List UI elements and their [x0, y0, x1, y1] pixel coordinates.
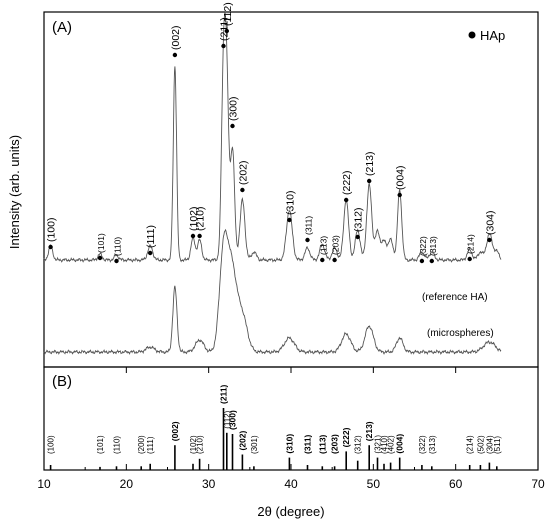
- reference-label-13: (310): [284, 434, 294, 454]
- peak-dot-3: [148, 250, 153, 256]
- peak-label-18: (004): [395, 165, 407, 190]
- peak-label-14: (203): [331, 235, 341, 255]
- reference-label-26: (214): [466, 435, 475, 454]
- peak-dot-1: [97, 255, 103, 261]
- panel-a-frame: [43, 11, 539, 368]
- x-tick-label-0: 10: [37, 477, 51, 491]
- peak-label-5: (102): [188, 206, 200, 231]
- series-label-microspheres: (microspheres): [427, 328, 494, 339]
- peak-label-8: (112): [222, 2, 234, 26]
- peak-label-1: (101): [96, 233, 106, 253]
- reference-label-15: (113): [317, 434, 327, 454]
- reference-label-17: (222): [341, 427, 351, 447]
- panel-a-label: (A): [52, 19, 72, 36]
- peak-dot-10: [240, 187, 245, 193]
- reference-label-1: (101): [96, 435, 105, 454]
- peak-label-21: (214): [466, 234, 476, 254]
- y-axis-label: Intensity (arb. units): [7, 135, 22, 249]
- peak-dot-4: [172, 52, 178, 58]
- x-tick-label-3: 40: [284, 477, 298, 491]
- peak-label-16: (312): [353, 207, 365, 232]
- series-line-reference: [43, 11, 502, 264]
- peak-label-20: (313): [428, 236, 438, 256]
- reference-label-14: (311): [303, 434, 313, 454]
- reference-label-20: (321): [374, 435, 383, 454]
- reference-label-11: (202): [237, 430, 247, 450]
- legend-marker: [468, 31, 476, 39]
- peak-dot-22: [487, 237, 492, 243]
- reference-label-22: (402): [387, 435, 396, 454]
- x-axis-ticks: 10 20 30 40 50 60 70: [37, 367, 545, 491]
- peak-dot-21: [467, 256, 472, 262]
- reference-label-9: (112): [223, 410, 232, 428]
- peak-dot-13: [320, 257, 325, 263]
- reference-label-4: (111): [146, 436, 155, 454]
- peak-dot-12: [305, 237, 310, 243]
- peak-dot-20: [429, 258, 434, 264]
- peak-dot-2: [114, 258, 119, 264]
- peak-label-0: (100): [46, 217, 58, 242]
- reference-bars: (100) (101) (110) (200) (111) (002) (102)(210)…: [47, 384, 502, 470]
- peak-label-2: (110): [113, 237, 123, 256]
- reference-label-29: (511): [493, 436, 502, 454]
- peak-label-19: (322): [418, 236, 428, 256]
- peak-label-13: (113): [318, 236, 328, 255]
- reference-label-25: (313): [428, 435, 437, 454]
- reference-label-23: (004): [395, 434, 405, 454]
- reference-label-18: (312): [354, 435, 363, 454]
- x-tick-label-1: 20: [120, 477, 134, 491]
- x-tick-label-5: 60: [449, 477, 463, 491]
- reference-label-21: (410): [380, 435, 389, 454]
- peak-label-6: (210): [195, 206, 207, 231]
- x-tick-label-2: 30: [202, 477, 216, 491]
- series-label-reference: (reference HA): [422, 292, 488, 303]
- peak-label-7: (211): [219, 17, 231, 41]
- reference-label-7: (210): [196, 435, 205, 454]
- peak-dot-6: [197, 233, 202, 239]
- reference-label-3: (200): [137, 435, 146, 454]
- reference-label-19: (213): [364, 421, 374, 441]
- series-line-microspheres: [43, 228, 502, 355]
- reference-label-27: (502): [476, 435, 485, 454]
- legend-label: HAp: [480, 28, 505, 43]
- peak-dot-11: [287, 217, 292, 223]
- reference-label-16: (203): [330, 434, 340, 454]
- reference-label-28: (304): [485, 435, 494, 454]
- peak-dot-18: [397, 192, 402, 198]
- peak-dot-19: [419, 258, 425, 264]
- reference-label-0: (100): [47, 435, 56, 454]
- x-tick-label-6: 70: [531, 477, 545, 491]
- peak-dot-9: [230, 123, 235, 129]
- peak-label-4: (002): [170, 25, 182, 50]
- peak-label-9: (300): [228, 96, 240, 121]
- reference-label-12: (301): [250, 435, 259, 454]
- peak-dot-16: [355, 234, 360, 240]
- reference-label-24: (322): [418, 435, 427, 454]
- peak-markers: (100) (101) (110) (111) (002) (102)(210) (211)…: [46, 2, 496, 264]
- x-axis-label: 2θ (degree): [257, 504, 324, 519]
- peak-dot-8: [224, 28, 229, 34]
- panel-b-label: (B): [52, 373, 72, 390]
- reference-label-8: (211): [219, 384, 229, 404]
- peak-label-15: (222): [341, 170, 353, 195]
- peak-label-10: (202): [237, 160, 249, 185]
- peak-dot-14: [332, 257, 337, 263]
- peak-dot-17: [367, 178, 372, 184]
- peak-dot-7: [221, 43, 226, 49]
- peak-label-22: (304): [484, 210, 496, 235]
- peak-label-12: (311): [304, 216, 314, 235]
- reference-label-10: (300): [228, 410, 238, 430]
- peak-label-3: (111): [145, 225, 157, 248]
- peak-label-17: (213): [364, 151, 376, 176]
- peak-dot-5: [190, 233, 196, 239]
- x-tick-label-4: 50: [367, 477, 381, 491]
- peak-dot-0: [48, 244, 53, 250]
- reference-label-2: (110): [113, 436, 122, 454]
- reference-label-5: (002): [170, 421, 180, 441]
- peak-dot-15: [344, 197, 349, 203]
- peak-label-11: (310): [284, 190, 296, 215]
- reference-label-6: (102): [189, 435, 198, 454]
